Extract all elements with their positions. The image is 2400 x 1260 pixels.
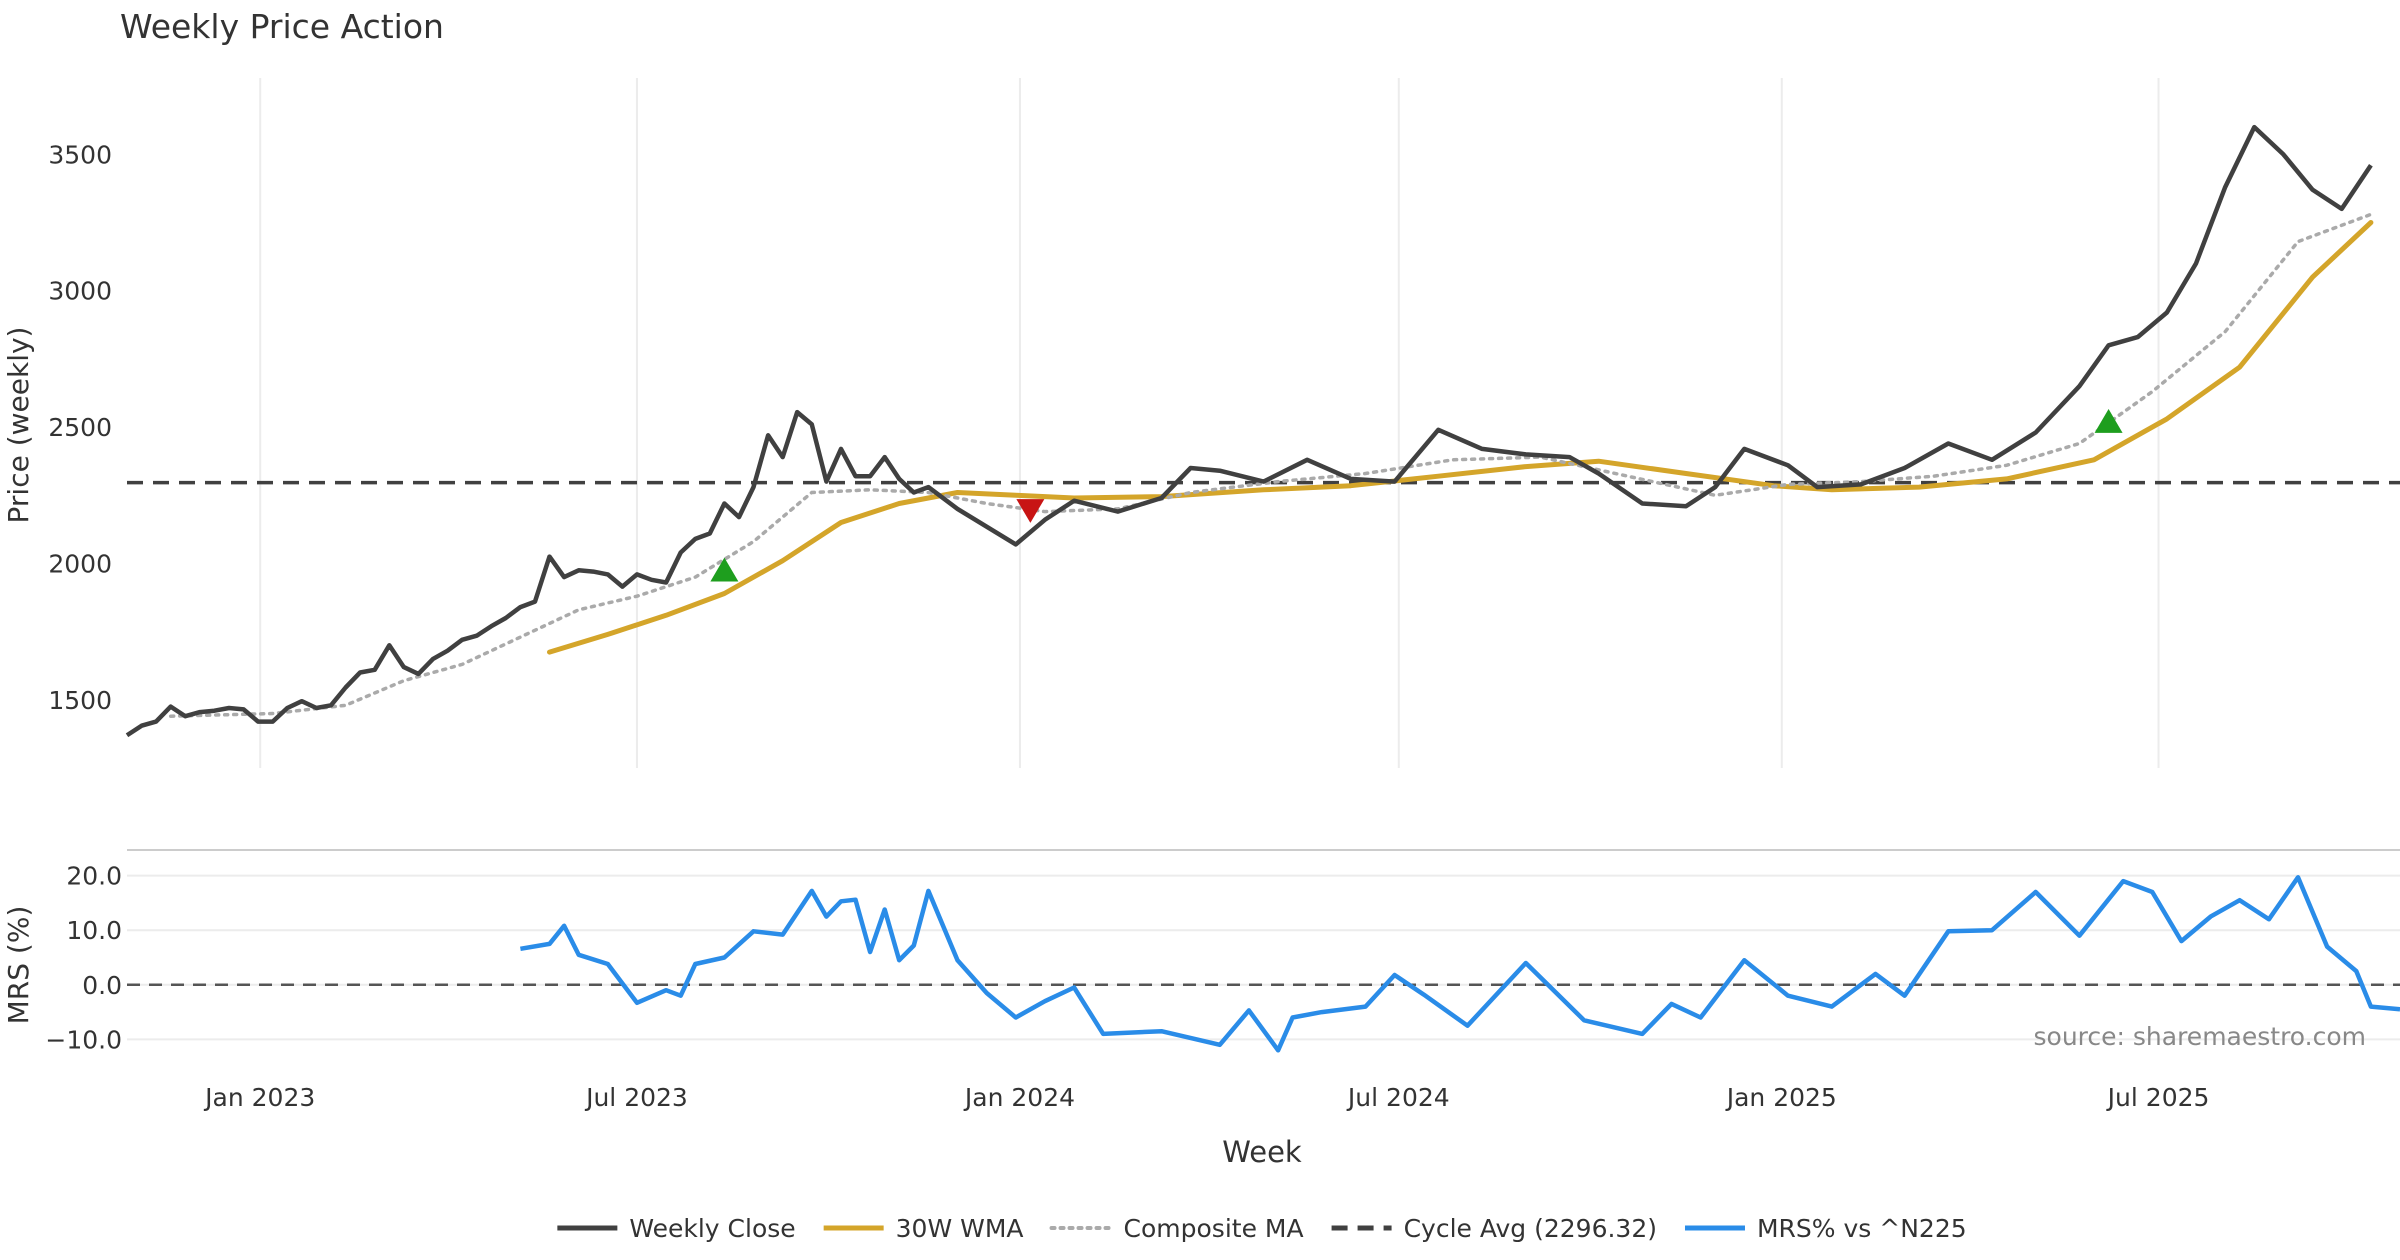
x-tick: Jan 2023	[203, 1083, 315, 1112]
price-y-ticks: 1500 2000 2500 3000 3500	[48, 140, 112, 714]
price-gridlines	[259, 78, 2160, 768]
price-y-tick: 1500	[48, 686, 112, 715]
legend-label: 30W WMA	[896, 1214, 1024, 1243]
price-panel: 1500 2000 2500 3000 3500 Price (weekly)	[2, 78, 2400, 768]
x-tick: Jul 2024	[1346, 1083, 1450, 1112]
x-tick: Jul 2023	[584, 1083, 688, 1112]
signal-markers	[710, 409, 2123, 582]
buy-signal-marker-2	[2094, 409, 2123, 433]
x-tick: Jul 2025	[2106, 1083, 2210, 1112]
mrs-y-tick: 20.0	[66, 862, 122, 891]
x-tick: Jan 2024	[963, 1083, 1075, 1112]
legend-label: Weekly Close	[629, 1214, 795, 1243]
buy-signal-marker-0	[710, 557, 739, 582]
price-y-tick: 3000	[48, 277, 112, 306]
legend: Weekly Close 30W WMA Composite MA Cycle Avg…	[557, 1214, 1967, 1243]
x-tick: Jan 2025	[1725, 1083, 1837, 1112]
mrs-y-tick: 10.0	[66, 916, 122, 945]
price-y-tick: 2000	[48, 549, 112, 578]
composite-ma-line	[168, 212, 2373, 718]
x-axis-ticks: Jan 2023 Jul 2023 Jan 2024 Jul 2024 Jan 2025…	[203, 1083, 2209, 1112]
legend-label: Cycle Avg (2296.32)	[1404, 1214, 1657, 1243]
source-note: source: sharemaestro.com	[2034, 1022, 2367, 1051]
chart-title: Weekly Price Action	[120, 7, 444, 46]
mrs-line	[520, 875, 2400, 1053]
mrs-panel: 20.0 10.0 0.0 −10.0 MRS (%) source: sharema…	[2, 849, 2400, 1055]
mrs-y-label: MRS (%)	[2, 906, 35, 1025]
mrs-y-ticks: 20.0 10.0 0.0 −10.0	[45, 862, 122, 1055]
price-y-tick: 2500	[48, 413, 112, 442]
price-y-tick: 3500	[48, 140, 112, 169]
legend-label: MRS% vs ^N225	[1757, 1214, 1967, 1243]
weekly-close-line	[125, 124, 2373, 738]
sell-signal-marker-1	[1016, 499, 1045, 523]
price-y-label: Price (weekly)	[2, 327, 35, 524]
x-axis-label: Week	[1222, 1135, 1302, 1169]
legend-label: Composite MA	[1124, 1214, 1304, 1243]
mrs-y-tick: 0.0	[82, 971, 122, 1000]
mrs-y-tick: −10.0	[45, 1025, 122, 1054]
mrs-gridlines	[127, 874, 2400, 1041]
